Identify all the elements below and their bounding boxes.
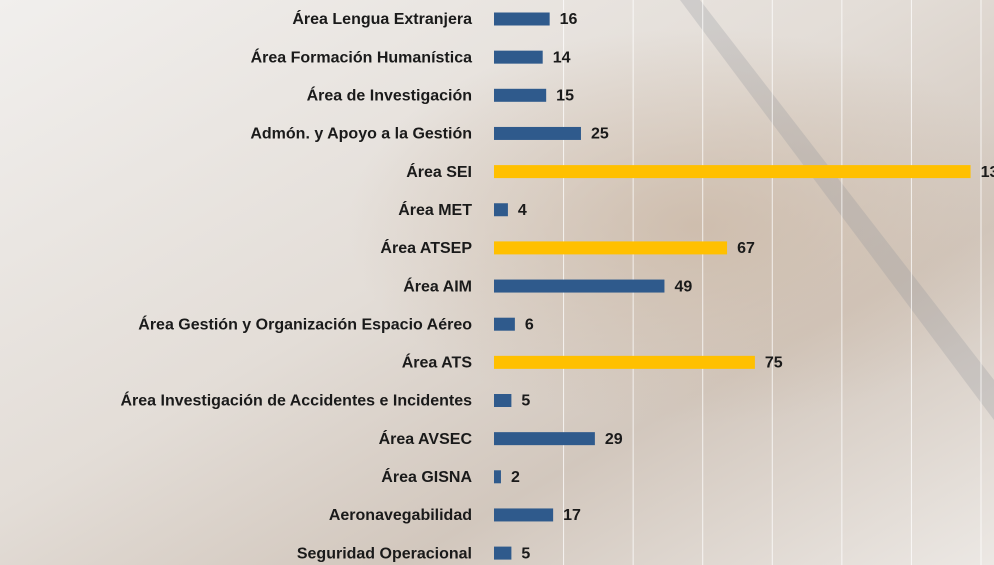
bar: [494, 508, 554, 522]
bar: [494, 470, 501, 484]
bar: [494, 241, 728, 255]
category-label: Área de Investigación: [307, 86, 472, 105]
data-label: 29: [605, 431, 623, 448]
bar: [494, 279, 665, 293]
bar: [494, 203, 508, 217]
bar: [494, 317, 515, 331]
bar: [494, 432, 595, 446]
bar: [494, 88, 547, 102]
category-label: Área Investigación de Accidentes e Incid…: [120, 391, 472, 410]
data-label: 75: [765, 355, 783, 372]
data-label: 25: [591, 126, 609, 143]
data-label: 4: [518, 202, 527, 219]
data-label: 16: [560, 11, 578, 28]
bar: [494, 50, 543, 64]
data-label: 17: [563, 507, 581, 524]
category-label: Área Formación Humanística: [251, 47, 473, 66]
bar: [494, 126, 581, 140]
category-label: Área ATSEP: [380, 238, 472, 257]
data-label: 5: [521, 393, 530, 410]
data-label: 14: [553, 49, 571, 66]
category-label: Área MET: [398, 200, 472, 219]
category-label: Admón. y Apoyo a la Gestión: [250, 126, 472, 143]
bar: [494, 12, 550, 26]
category-label: Área ATS: [402, 353, 473, 372]
data-label: 5: [521, 545, 530, 562]
data-label: 137: [981, 164, 994, 181]
data-label: 2: [511, 469, 520, 486]
data-label: 49: [674, 278, 692, 295]
category-label: Área Gestión y Organización Espacio Aére…: [138, 314, 472, 333]
data-label: 6: [525, 316, 534, 333]
category-label: Área SEI: [406, 162, 472, 181]
category-label: Área Lengua Extranjera: [292, 9, 472, 28]
bar: [494, 546, 512, 560]
pen-shape: [680, 0, 994, 420]
category-label: Área AVSEC: [379, 429, 473, 448]
bar: [494, 355, 755, 369]
bar: [494, 394, 512, 407]
category-label: Área AIM: [403, 276, 472, 295]
category-label: Aeronavegabilidad: [329, 507, 472, 524]
category-label: Área GISNA: [381, 467, 472, 486]
category-label: Seguridad Operacional: [297, 545, 472, 562]
bar: [494, 165, 971, 179]
data-label: 67: [737, 240, 755, 257]
data-label: 15: [556, 88, 574, 105]
